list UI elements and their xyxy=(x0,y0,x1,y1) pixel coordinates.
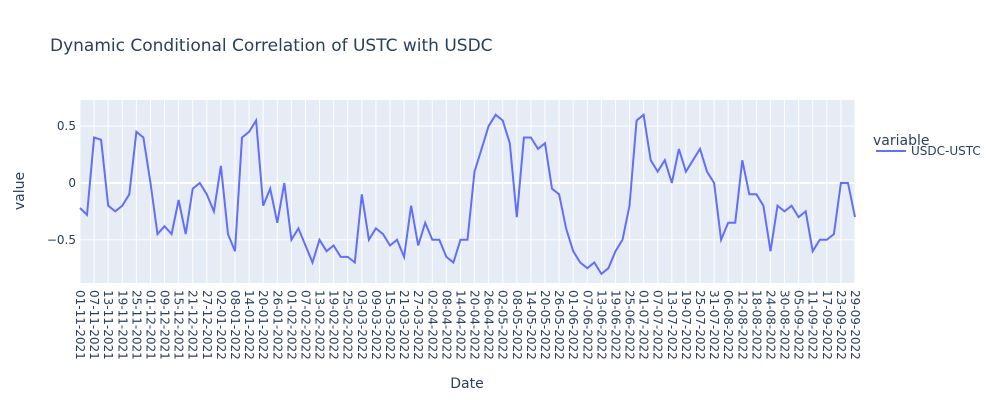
x-tick-label: 06-08-2022 xyxy=(721,290,735,360)
x-tick-label: 12-08-2022 xyxy=(735,290,749,360)
x-tick-label: 07-07-2022 xyxy=(651,290,665,360)
x-tick-label: 09-03-2022 xyxy=(369,290,383,360)
y-tick-label: 0 xyxy=(68,176,76,190)
x-tick-label: 19-11-2021 xyxy=(115,290,129,360)
x-tick-label: 14-04-2022 xyxy=(453,290,467,360)
x-tick-label: 05-09-2022 xyxy=(792,290,806,360)
x-tick-label: 21-12-2021 xyxy=(186,290,200,360)
x-tick-label: 31-07-2022 xyxy=(707,290,721,360)
x-tick-label: 08-04-2022 xyxy=(439,290,453,360)
x-tick-label: 27-03-2022 xyxy=(411,290,425,360)
x-tick-label: 13-06-2022 xyxy=(594,290,608,360)
x-tick-label: 01-07-2022 xyxy=(637,290,651,360)
x-tick-label: 27-12-2021 xyxy=(200,290,214,360)
x-tick-label: 14-05-2022 xyxy=(524,290,538,360)
x-tick-label: 20-04-2022 xyxy=(468,290,482,360)
x-tick-label: 23-09-2022 xyxy=(834,290,848,360)
x-tick-label: 15-12-2021 xyxy=(172,290,186,360)
x-tick-label: 02-04-2022 xyxy=(425,290,439,360)
x-tick-label: 02-05-2022 xyxy=(496,290,510,360)
x-tick-label: 17-09-2022 xyxy=(820,290,834,360)
x-tick-label: 02-01-2022 xyxy=(214,290,228,360)
x-tick-label: 20-01-2022 xyxy=(256,290,270,360)
x-tick-label: 13-02-2022 xyxy=(313,290,327,360)
x-tick-label: 15-03-2022 xyxy=(383,290,397,360)
x-axis-title: Date xyxy=(450,376,483,392)
x-tick-label: 25-11-2021 xyxy=(129,290,143,360)
legend-title: variable xyxy=(873,133,929,149)
x-tick-label: 09-12-2021 xyxy=(158,290,172,360)
chart-title: Dynamic Conditional Correlation of USTC … xyxy=(50,36,493,56)
x-tick-label: 01-02-2022 xyxy=(284,290,298,360)
x-tick-label: 19-06-2022 xyxy=(608,290,622,360)
x-tick-label: 26-01-2022 xyxy=(270,290,284,360)
y-tick-label: −0.5 xyxy=(47,233,76,247)
x-tick-label: 07-02-2022 xyxy=(298,290,312,360)
plot-background xyxy=(80,100,855,283)
x-tick-label: 08-01-2022 xyxy=(228,290,242,360)
x-tick-label: 13-07-2022 xyxy=(665,290,679,360)
x-tick-label: 26-05-2022 xyxy=(552,290,566,360)
y-axis-title: value xyxy=(12,172,28,210)
x-tick-label: 18-08-2022 xyxy=(749,290,763,360)
line-series xyxy=(79,112,856,276)
x-tick-label: 20-05-2022 xyxy=(538,290,552,360)
y-tick-label: 0.5 xyxy=(57,119,76,133)
x-tick-label: 11-09-2022 xyxy=(806,290,820,360)
x-tick-label: 08-05-2022 xyxy=(510,290,524,360)
x-tick-label: 30-08-2022 xyxy=(778,290,792,360)
x-tick-label: 26-04-2022 xyxy=(482,290,496,360)
x-tick-label: 01-06-2022 xyxy=(566,290,580,360)
x-tick-label: 07-06-2022 xyxy=(580,290,594,360)
x-tick-label: 25-02-2022 xyxy=(341,290,355,360)
x-tick-label: 25-06-2022 xyxy=(623,290,637,360)
x-tick-label: 01-11-2021 xyxy=(73,290,87,360)
x-tick-label: 03-03-2022 xyxy=(355,290,369,360)
legend-label: USDC-USTC xyxy=(911,144,981,158)
x-tick-label: 24-08-2022 xyxy=(763,290,777,360)
x-tick-label: 14-01-2022 xyxy=(242,290,256,360)
x-tick-label: 21-03-2022 xyxy=(397,290,411,360)
x-tick-label: 01-12-2021 xyxy=(143,290,157,360)
x-tick-label: 07-11-2021 xyxy=(87,290,101,360)
x-tick-label: 19-07-2022 xyxy=(679,290,693,360)
x-tick-label: 25-07-2022 xyxy=(693,290,707,360)
x-tick-label: 19-02-2022 xyxy=(327,290,341,360)
x-tick-label: 13-11-2021 xyxy=(101,290,115,360)
x-tick-label: 29-09-2022 xyxy=(848,290,862,360)
